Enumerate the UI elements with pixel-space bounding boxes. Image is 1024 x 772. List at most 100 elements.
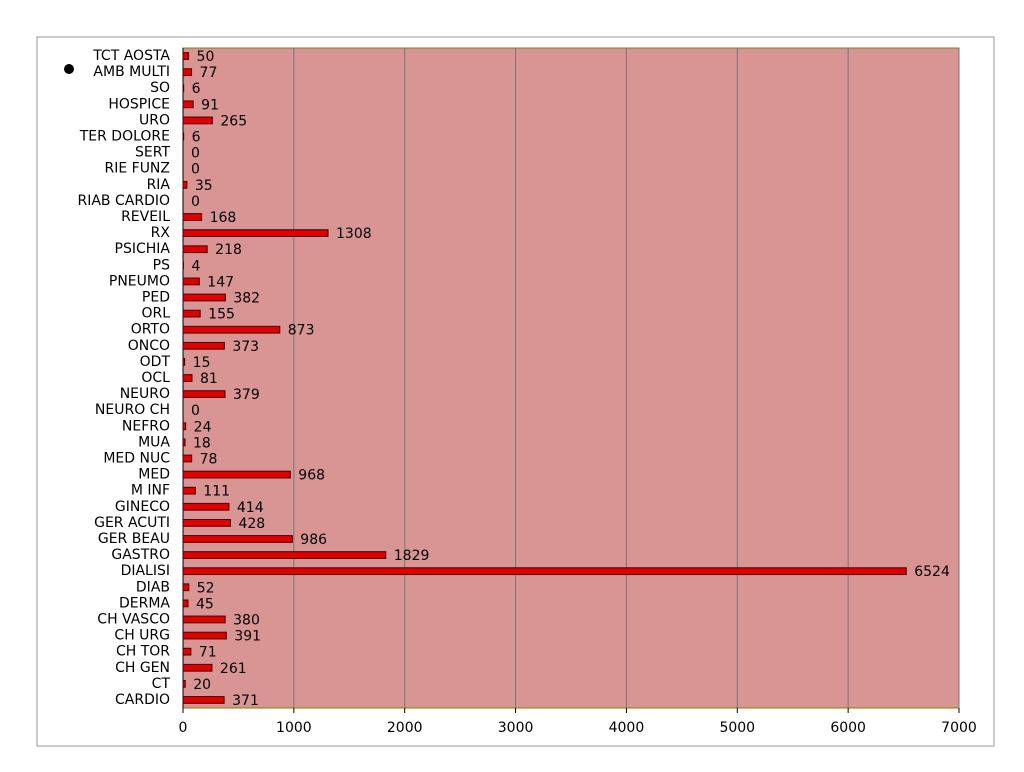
value-label: 873 [288, 323, 315, 339]
y-tick-label: OCL [141, 370, 170, 386]
bar [183, 487, 195, 494]
y-tick-label: PSICHIA [115, 241, 171, 257]
bar [183, 632, 226, 639]
value-label: 52 [197, 580, 215, 596]
y-tick-label: REVEIL [121, 209, 170, 225]
y-tick-label: TER DOLORE [79, 129, 170, 145]
value-label: 24 [194, 419, 212, 435]
y-tick-label: CT [152, 676, 171, 692]
y-tick-label: GINECO [115, 499, 170, 515]
y-tick-label: HOSPICE [108, 96, 170, 112]
y-tick-label: RIE FUNZ [104, 161, 170, 177]
x-tick-label: 5000 [719, 720, 755, 736]
y-tick-label: GER ACUTI [94, 515, 170, 531]
value-label: 15 [193, 355, 211, 371]
value-label: 380 [233, 612, 260, 628]
value-label: 261 [220, 661, 247, 677]
bar [183, 375, 192, 382]
value-label: 382 [233, 291, 260, 307]
y-tick-label: DERMA [119, 595, 170, 611]
value-label: 35 [195, 178, 213, 194]
value-label: 147 [207, 274, 234, 290]
value-label: 81 [200, 371, 218, 387]
value-label: 50 [197, 49, 215, 65]
bar [183, 519, 230, 526]
y-tick-label: CARDIO [115, 692, 170, 708]
bar [183, 69, 192, 76]
value-label: 218 [215, 242, 242, 258]
bar [183, 246, 207, 253]
bar [183, 181, 187, 188]
x-tick-label: 0 [179, 720, 188, 736]
y-tick-label: MED [138, 467, 170, 483]
x-tick-label: 3000 [498, 720, 534, 736]
value-label: 111 [203, 484, 230, 500]
value-label: 6 [192, 81, 201, 97]
value-label: 986 [300, 532, 327, 548]
value-label: 379 [233, 387, 260, 403]
bar [183, 326, 280, 333]
y-tick-label: RIA [147, 177, 171, 193]
value-label: 0 [191, 194, 200, 210]
y-tick-label: GASTRO [111, 547, 170, 563]
value-label: 265 [220, 113, 247, 129]
y-tick-label: URO [139, 112, 170, 128]
bar [183, 278, 199, 285]
bar [183, 53, 189, 60]
y-tick-label: RIAB CARDIO [78, 193, 171, 209]
value-label: 0 [191, 146, 200, 162]
value-label: 71 [199, 645, 217, 661]
y-tick-label: PED [142, 290, 170, 306]
value-label: 1829 [394, 548, 430, 564]
y-tick-label: NEFRO [122, 418, 170, 434]
bar [183, 342, 224, 349]
bar [183, 503, 229, 510]
bar [183, 391, 225, 398]
value-label: 0 [191, 403, 200, 419]
value-label: 168 [210, 210, 237, 226]
plot-area [183, 48, 959, 708]
y-tick-label: CH GEN [115, 660, 170, 676]
value-label: 91 [201, 97, 219, 113]
y-tick-label: TCT AOSTA [92, 48, 170, 64]
bullet [64, 64, 74, 74]
bar [183, 568, 906, 575]
value-label: 18 [193, 435, 211, 451]
value-label: 77 [200, 65, 218, 81]
x-tick-label: 1000 [276, 720, 312, 736]
y-tick-label: M INF [131, 483, 170, 499]
value-label: 968 [298, 468, 325, 484]
y-tick-label: AMB MULTI [93, 64, 170, 80]
bar [183, 294, 225, 301]
value-label: 4 [191, 258, 200, 274]
bar [183, 680, 185, 687]
value-label: 414 [237, 500, 264, 516]
value-label: 6 [192, 130, 201, 146]
y-tick-label: CH VASCO [97, 611, 170, 627]
y-tick-label: NEURO [120, 386, 170, 402]
value-label: 0 [191, 162, 200, 178]
y-tick-label: MED NUC [103, 450, 170, 466]
y-tick-label: NEURO CH [95, 402, 170, 418]
bar [183, 455, 192, 462]
value-label: 6524 [914, 564, 950, 580]
y-tick-label: SO [150, 80, 170, 96]
value-label: 391 [234, 629, 261, 645]
x-tick-label: 7000 [941, 720, 977, 736]
value-label: 155 [208, 307, 235, 323]
value-label: 78 [200, 451, 218, 467]
bar [183, 616, 225, 623]
y-tick-label: SERT [135, 145, 170, 161]
value-label: 373 [232, 339, 259, 355]
value-label: 428 [238, 516, 265, 532]
bar [183, 133, 184, 140]
bar [183, 536, 292, 543]
y-tick-label: ODT [140, 354, 171, 370]
y-tick-label: PNEUMO [109, 273, 170, 289]
y-tick-label: CH URG [114, 628, 170, 644]
y-tick-label: ORTO [131, 322, 170, 338]
x-tick-label: 4000 [609, 720, 645, 736]
bar [183, 423, 186, 430]
bar [183, 214, 202, 221]
